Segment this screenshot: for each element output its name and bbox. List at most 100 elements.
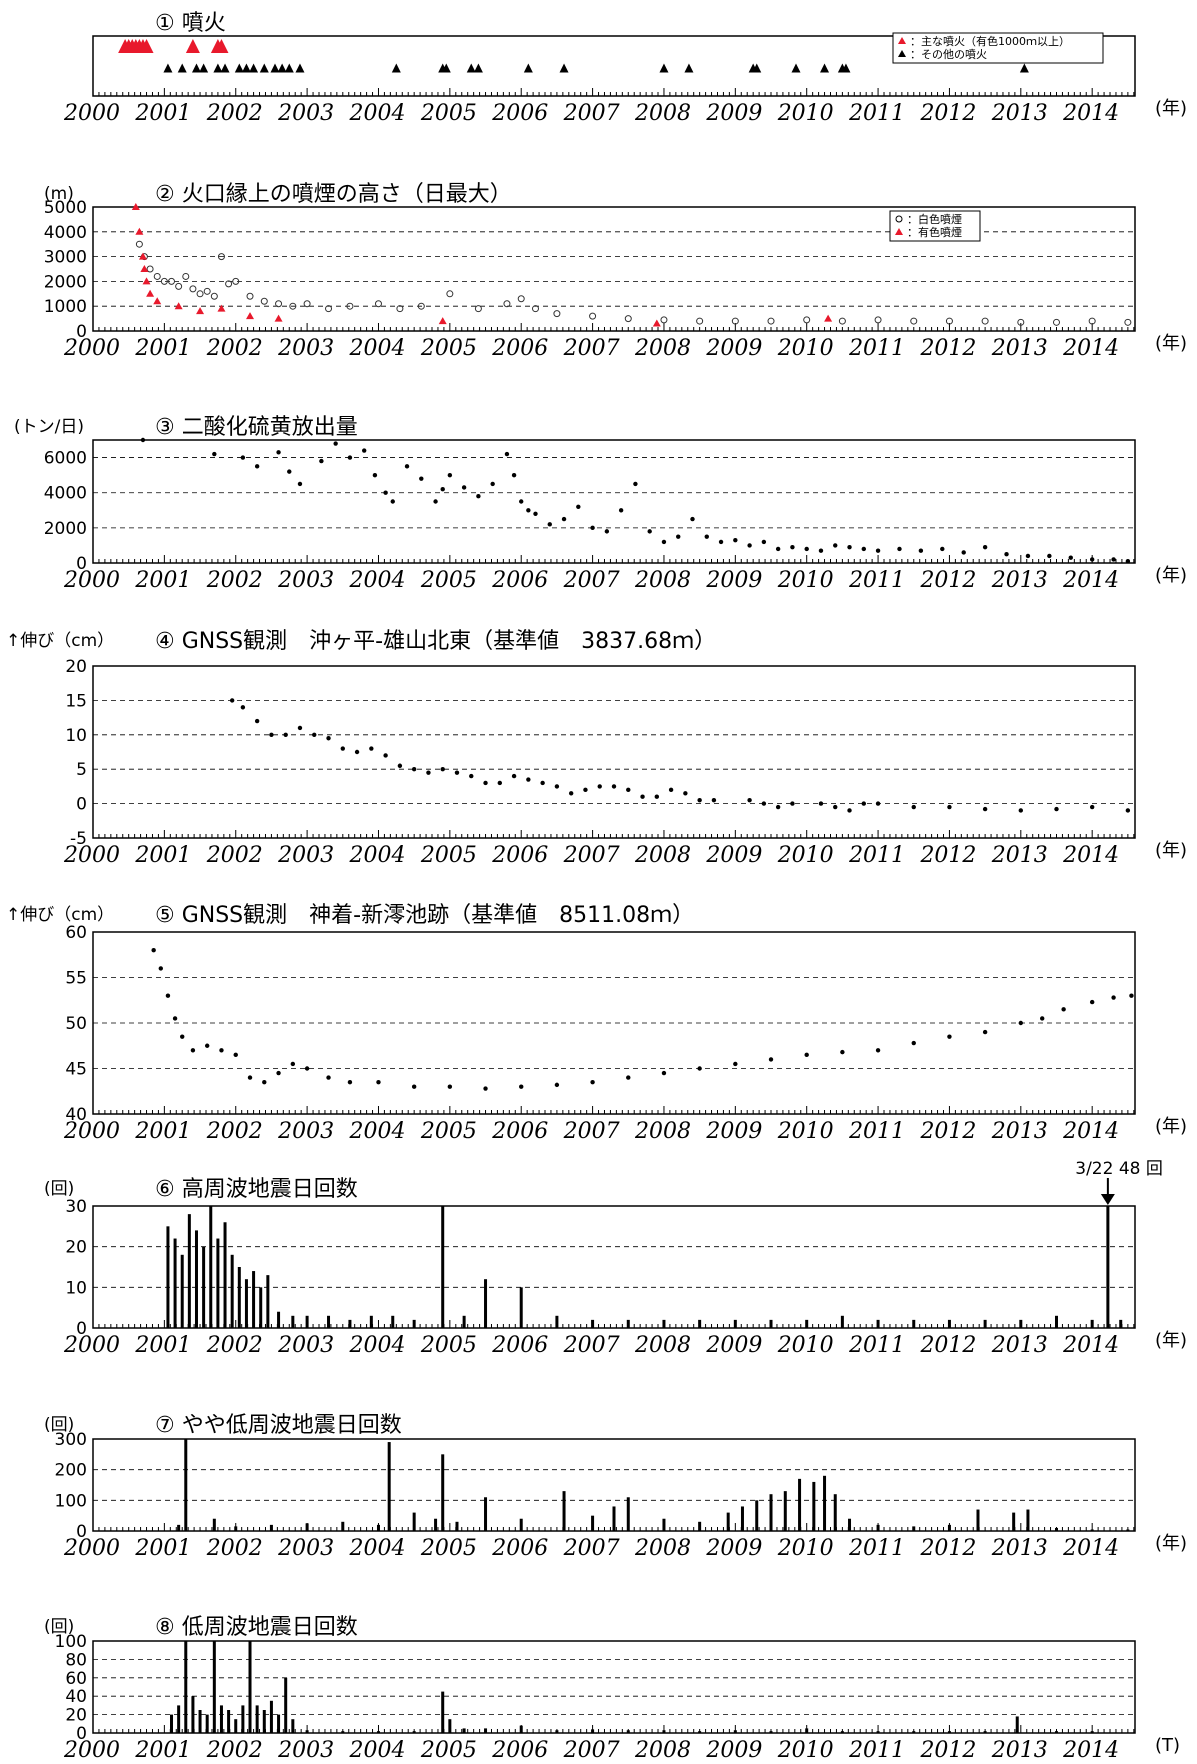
data-point: [196, 290, 204, 298]
bar: [202, 1246, 206, 1328]
x-tick-label: 2000: [63, 336, 120, 361]
panel-title: ② 火口縁上の噴煙の高さ（日最大）: [155, 182, 512, 207]
x-tick-label: 2002: [206, 1738, 263, 1763]
data-point: [747, 543, 752, 548]
y-tick-label: 10: [65, 1278, 87, 1298]
series-so2-0: [140, 437, 1131, 564]
x-tick-label: 2007: [563, 1738, 620, 1763]
data-point: [347, 1079, 353, 1085]
bar: [441, 1206, 445, 1328]
data-point: [438, 317, 447, 325]
bar: [484, 1497, 488, 1531]
bar: [947, 1319, 951, 1328]
x-unit-label: (年): [1155, 840, 1187, 861]
bar: [555, 1315, 559, 1328]
eruption-marker: [752, 63, 762, 73]
data-point: [875, 1048, 881, 1053]
y-tick-label: 80: [65, 1650, 87, 1670]
data-point: [1111, 995, 1116, 1000]
bar: [876, 1731, 880, 1733]
data-point: [1052, 318, 1060, 326]
data-point: [683, 791, 688, 796]
eruption-marker: [249, 63, 259, 73]
x-tick-label: 2004: [348, 1536, 405, 1561]
bar: [1090, 1529, 1094, 1531]
x-tick-label: 2006: [491, 568, 548, 593]
x-tick-label: 2001: [134, 101, 191, 126]
x-tick-label: 2008: [634, 1333, 691, 1358]
bar: [369, 1315, 373, 1328]
data-point: [203, 287, 211, 295]
x-tick-label: 2003: [277, 1536, 334, 1561]
bar: [412, 1731, 416, 1733]
data-point: [347, 455, 353, 460]
x-tick-label: 2009: [705, 1536, 762, 1561]
x-tick-label: 2009: [705, 1119, 762, 1144]
x-tick-label: 2004: [348, 843, 405, 868]
data-point: [519, 1084, 524, 1089]
data-point: [1054, 806, 1059, 812]
y-tick-label: 50: [65, 1014, 87, 1034]
x-tick-label: 2006: [491, 843, 548, 868]
y-tick-label: 10: [65, 726, 87, 746]
x-tick-label: 2001: [134, 568, 191, 593]
data-point: [240, 705, 246, 710]
data-point: [1129, 993, 1134, 998]
data-point: [775, 804, 781, 810]
bar: [219, 1705, 223, 1733]
data-point: [174, 302, 183, 310]
legend-label: ：主な噴火（有色1000ｍ以上）: [910, 34, 1070, 48]
data-point: [289, 302, 297, 310]
x-unit-label: (年): [1155, 333, 1187, 354]
x-tick-label: 2014: [1062, 1333, 1119, 1358]
y-tick-label: 0: [76, 1724, 87, 1744]
data-point: [312, 732, 317, 737]
x-tick-label: 2007: [563, 843, 620, 868]
data-point: [333, 441, 338, 446]
x-tick-label: 2012: [919, 1536, 976, 1561]
y-tick-label: 300: [55, 1430, 87, 1450]
data-point: [212, 451, 217, 457]
data-point: [611, 784, 617, 789]
x-tick-label: 2002: [206, 843, 263, 868]
y-tick-label: 3000: [44, 248, 87, 268]
legend-symbol: [895, 215, 903, 223]
x-tick-label: 2011: [848, 1119, 905, 1144]
bar: [833, 1494, 837, 1531]
data-point: [297, 481, 303, 487]
x-unit-label: (年): [1155, 98, 1187, 119]
annotation-arrow-head: [1100, 1194, 1115, 1205]
bar: [262, 1710, 266, 1733]
data-point: [911, 804, 916, 810]
data-point: [940, 546, 945, 552]
data-point: [982, 806, 988, 812]
data-point: [1004, 552, 1009, 557]
bar: [698, 1319, 702, 1328]
legend: ：主な噴火（有色1000ｍ以上）：その他の噴火: [892, 32, 1104, 64]
legend-label: ：白色噴煙: [907, 212, 962, 226]
data-point: [533, 511, 538, 516]
x-tick-label: 2010: [777, 1536, 834, 1561]
eruption-marker: [473, 63, 483, 73]
data-point: [654, 794, 660, 799]
bar: [562, 1491, 566, 1531]
eruption-marker: [684, 63, 694, 73]
bar: [255, 1705, 259, 1733]
bar: [177, 1524, 181, 1531]
data-point: [652, 319, 661, 327]
data-point: [767, 317, 775, 325]
bar: [555, 1730, 559, 1733]
bar: [740, 1506, 744, 1531]
data-point: [158, 966, 164, 971]
x-tick-label: 2003: [277, 336, 334, 361]
bar: [212, 1518, 216, 1531]
panel-plume: ② 火口縁上の噴煙の高さ（日最大） (m) 0 1000 2000 3000 4000 500…: [44, 182, 1187, 361]
data-point: [668, 787, 674, 793]
bar: [848, 1518, 852, 1531]
legend-box: [892, 32, 1104, 64]
data-point: [861, 801, 866, 806]
bar: [227, 1710, 231, 1733]
eruption-marker: [391, 63, 401, 73]
data-point: [833, 804, 838, 810]
bar: [412, 1319, 416, 1328]
